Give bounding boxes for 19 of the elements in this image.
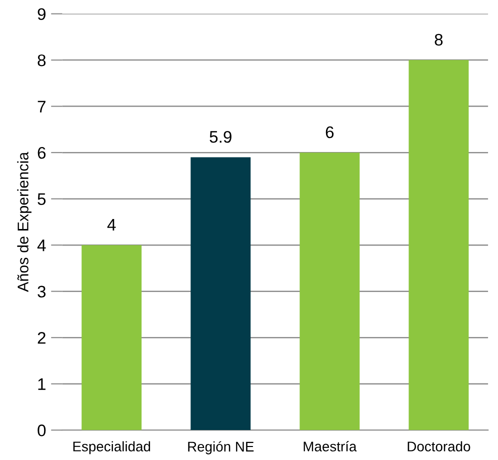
data-label: 4	[107, 219, 116, 231]
x-tick-label: Región NE	[188, 441, 254, 454]
x-tick-label: Especialidad	[73, 441, 150, 454]
y-tick-label: 1	[38, 378, 46, 390]
y-tick-label: 7	[38, 100, 46, 112]
y-tick-label: 6	[38, 146, 46, 159]
y-tick-label: 5	[38, 193, 46, 206]
x-tick-label: Maestría	[304, 441, 357, 452]
y-tick-label: 3	[38, 286, 46, 298]
y-tick-label: 0	[38, 424, 46, 436]
y-tick-label: 8	[38, 54, 46, 66]
y-tick-label: 9	[38, 8, 46, 20]
data-label: 8	[434, 34, 443, 46]
y-tick-label: 2	[38, 332, 46, 344]
x-tick-label: Doctorado	[408, 441, 470, 452]
data-label: 6	[326, 126, 334, 138]
y-tick-label: 4	[37, 240, 46, 252]
data-label: 5.9	[210, 130, 232, 143]
y-axis-title: Años de Experiencia	[17, 152, 32, 292]
